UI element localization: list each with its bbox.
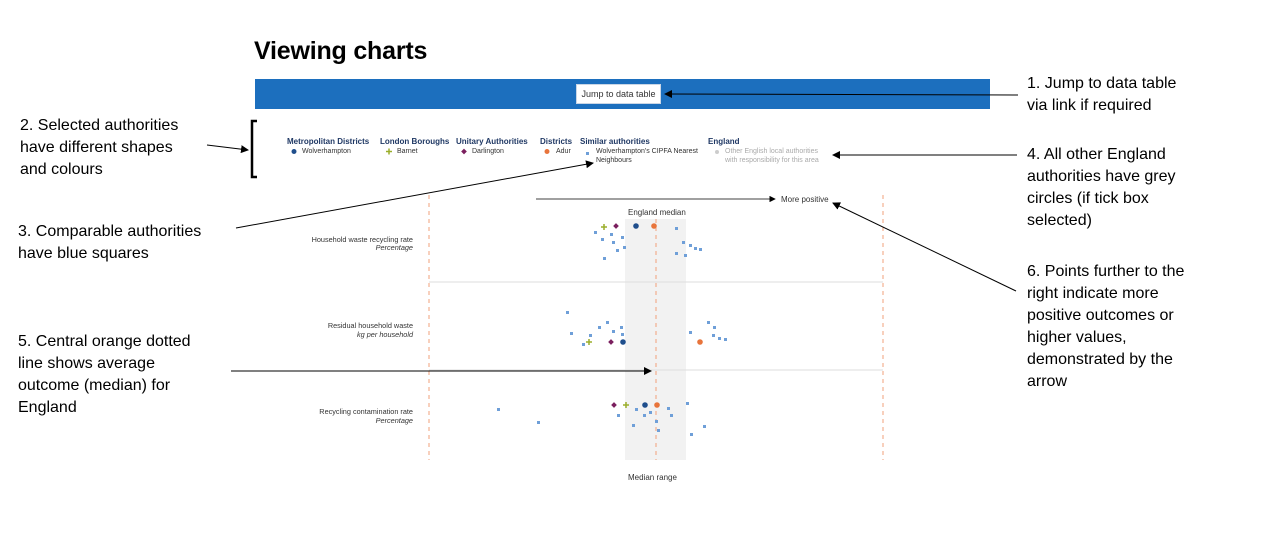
callout-5: 5. Central orange dotted line shows aver…	[18, 331, 191, 419]
row1-barnet-plus	[601, 224, 607, 230]
legend-item-neighbours-line1: Wolverhampton's CIPFA Nearest	[596, 148, 698, 155]
legend-heading-metropolitan: Metropolitan Districts	[287, 137, 370, 146]
row-label-contamination-rate: Recycling contamination rate	[319, 407, 413, 416]
legend-heading-england: England	[708, 137, 740, 146]
legend-item-neighbours-line2: Neighbours	[596, 157, 632, 164]
row-label-recycling-rate: Household waste recycling rate	[311, 235, 413, 244]
row2-neighbour-squares	[566, 311, 727, 346]
callout-4-line: 4. All other England	[1027, 146, 1166, 163]
callout-arrow-6	[832, 202, 1017, 292]
row3-barnet-plus	[623, 402, 629, 408]
callout-1: 1. Jump to data table via link if requir…	[1027, 73, 1176, 117]
row-label-residual-waste: Residual household waste	[327, 321, 413, 330]
callout-5-line: England	[18, 399, 77, 416]
callout-6-line: higher values,	[1027, 329, 1127, 346]
callout-arrow-2	[206, 144, 249, 154]
legend-marker-adur	[544, 149, 550, 154]
callout-3-line: have blue squares	[18, 245, 149, 262]
legend-heading-districts: Districts	[540, 137, 573, 146]
legend-heading-london: London Boroughs	[380, 137, 450, 146]
callout-5-line: outcome (median) for	[18, 377, 171, 394]
legend-item-barnet: Barnet	[397, 148, 418, 155]
england-median-label: England median	[628, 208, 686, 217]
callout-6: 6. Points further to the right indicate …	[1027, 261, 1184, 393]
row1-adur-circle	[651, 223, 657, 229]
more-positive-label: More positive	[781, 195, 829, 204]
callout-2-line: 2. Selected authorities	[20, 117, 179, 134]
legend-item-darlington: Darlington	[472, 148, 504, 155]
legend-marker-wolverhampton	[291, 149, 297, 154]
callout-2-line: and colours	[20, 161, 103, 178]
callout-5-line: line shows average	[18, 355, 155, 372]
legend-marker-barnet	[386, 148, 392, 155]
legend-bracket	[250, 119, 257, 179]
callout-2-line: have different shapes	[20, 139, 173, 156]
callout-1-line: via link if required	[1027, 97, 1152, 114]
legend-marker-england	[715, 150, 719, 154]
row3-neighbour-squares	[497, 402, 706, 436]
row2-wolverhampton-circle	[620, 339, 626, 345]
legend-item-adur: Adur	[556, 148, 571, 155]
row-unit-contamination-rate: Percentage	[375, 416, 413, 425]
legend-item-england-line1: Other English local authorities	[725, 148, 818, 155]
callout-arrow-3	[235, 160, 594, 229]
callout-6-line: demonstrated by the	[1027, 351, 1173, 368]
row-unit-residual-waste: kg per household	[357, 330, 413, 339]
legend-heading-unitary: Unitary Authorities	[456, 137, 528, 146]
callout-6-line: positive outcomes or	[1027, 307, 1174, 324]
callout-6-line: arrow	[1027, 373, 1068, 390]
page-title: Viewing charts	[254, 37, 428, 65]
callout-3-line: 3. Comparable authorities	[18, 223, 202, 240]
row1-wolverhampton-circle	[633, 223, 639, 229]
legend-marker-darlington	[461, 148, 467, 155]
callout-3: 3. Comparable authorities have blue squa…	[18, 221, 201, 265]
median-range-label: Median range	[628, 473, 677, 482]
callout-6-line: right indicate more	[1027, 285, 1159, 302]
legend-item-wolverhampton: Wolverhampton	[302, 148, 351, 155]
jump-to-data-table-button[interactable]: Jump to data table	[576, 84, 661, 104]
row2-darlington-diamond	[608, 339, 614, 345]
row1-neighbour-squares	[594, 227, 702, 260]
callout-6-line: 6. Points further to the	[1027, 263, 1185, 280]
row3-darlington-diamond	[611, 402, 617, 408]
row1-darlington-diamond	[613, 223, 619, 229]
legend-item-england-line2: with responsibility for this area	[725, 157, 819, 164]
legend-marker-neighbour	[586, 152, 589, 155]
callout-5-line: 5. Central orange dotted	[18, 333, 191, 350]
callout-4-line: circles (if tick box	[1027, 190, 1149, 207]
callout-arrow-1	[664, 90, 1019, 99]
callout-4-line: selected)	[1027, 212, 1092, 229]
row-unit-recycling-rate: Percentage	[375, 243, 413, 252]
callout-2: 2. Selected authorities have different s…	[20, 115, 178, 181]
callout-1-line: 1. Jump to data table	[1027, 75, 1177, 92]
legend-heading-similar: Similar authorities	[580, 137, 650, 146]
callout-4-line: authorities have grey	[1027, 168, 1176, 185]
row3-wolverhampton-circle	[642, 402, 648, 408]
row3-adur-circle	[654, 402, 660, 408]
row2-barnet-plus	[586, 339, 592, 345]
callout-4: 4. All other England authorities have gr…	[1027, 144, 1176, 232]
row2-adur-circle	[697, 339, 703, 345]
